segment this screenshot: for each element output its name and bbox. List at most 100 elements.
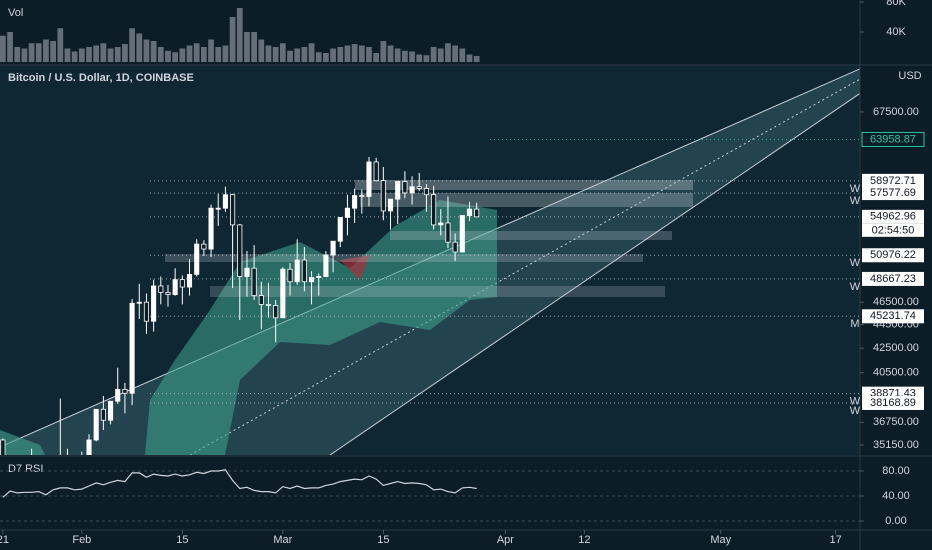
level-box [862, 309, 924, 324]
volume-bar [251, 32, 257, 62]
candle-body [359, 195, 365, 197]
zone [390, 231, 672, 240]
volume-bar [287, 50, 293, 62]
candle-body [423, 188, 429, 196]
volume-bar [21, 48, 28, 62]
candle-body [330, 240, 336, 256]
volume-bar [473, 56, 480, 62]
level-label: 38168.89 [870, 397, 916, 409]
volume-bar [387, 45, 394, 62]
channel-bottom [329, 92, 860, 455]
level-tag: W [850, 405, 861, 417]
volume-bar [222, 45, 229, 62]
candle-body [165, 291, 171, 295]
volume-bar [71, 51, 78, 62]
volume-bar [337, 47, 344, 62]
candle-body [373, 161, 379, 182]
chart-title: Bitcoin / U.S. Dollar, 1D, COINBASE [8, 72, 194, 84]
countdown: 02:54:50 [872, 225, 915, 237]
volume-bar [308, 43, 315, 62]
candle-body [416, 186, 422, 189]
candle-body [280, 268, 286, 319]
x-tick-label: May [710, 534, 731, 546]
volume-bar [366, 47, 372, 62]
candle-body [273, 305, 279, 319]
x-tick-label: 17 [829, 534, 841, 546]
candle-body [287, 268, 293, 283]
candle-body [237, 224, 243, 277]
volume-bar [423, 55, 430, 62]
volume-bar [437, 48, 444, 62]
candle-body [294, 259, 300, 283]
level-label: 63958.87 [870, 133, 916, 145]
volume-bar [466, 54, 473, 62]
volume-bar [258, 39, 265, 62]
candle-body [0, 439, 6, 455]
volume-bar [201, 47, 207, 62]
volume-bar [315, 52, 322, 62]
volume-bar [7, 32, 13, 62]
volume-bar [294, 48, 301, 62]
volume-bar [165, 50, 171, 62]
candle-body [86, 439, 92, 455]
y-tick-label: 42500.00 [873, 342, 919, 354]
level-tag: W [850, 396, 861, 408]
volume-bar [86, 47, 92, 62]
candle-body [100, 408, 106, 421]
drawings [0, 68, 860, 455]
volume-bar [394, 48, 401, 62]
zone [210, 286, 665, 297]
candle-body [244, 267, 250, 277]
candle-body [395, 181, 401, 200]
zone [355, 180, 693, 190]
rsi-title: D7 RSI [8, 463, 43, 475]
level-tag: W [850, 281, 861, 293]
cloud-red [340, 255, 370, 280]
volume-bar [64, 48, 71, 62]
level-box [861, 131, 925, 147]
candle-body [151, 285, 157, 322]
volume-bar [179, 48, 186, 62]
y-tick-label: 40K [886, 26, 906, 38]
volume-bar [402, 50, 408, 62]
level-label: 58972.71 [870, 175, 916, 187]
volume-bar [50, 41, 56, 62]
volume-bar [265, 45, 272, 62]
candle-body [230, 194, 236, 226]
volume-bar [330, 48, 336, 62]
level-label: 57577.69 [870, 187, 916, 199]
candle-body [352, 195, 358, 209]
y-tick-label: 40.00 [882, 490, 910, 502]
candle-body [93, 408, 99, 441]
candle-body [251, 267, 257, 297]
candle-body [194, 243, 200, 275]
volume-title: Vol [8, 7, 23, 19]
candle-body [186, 274, 193, 288]
x-tick-label: Apr [497, 534, 514, 546]
volume-bar [143, 39, 150, 62]
volume-bar [208, 39, 214, 62]
volume-bar [380, 41, 387, 62]
y-tick-label: 40500.00 [873, 367, 919, 379]
rsi [0, 469, 860, 522]
candle-body [201, 243, 207, 250]
level-tag: W [850, 183, 861, 195]
candle-body [107, 400, 114, 421]
volume-bar [150, 41, 157, 62]
volume-bar [78, 48, 85, 62]
rsi-line [2, 469, 477, 498]
candle-body [466, 208, 473, 216]
candle-body [301, 259, 307, 283]
candle-body [258, 295, 264, 305]
volume-bar [193, 43, 200, 62]
candle-body [129, 302, 135, 394]
level-box [862, 248, 924, 263]
candle-body [308, 277, 315, 283]
channel-mid [189, 78, 860, 455]
candle-body [366, 161, 372, 197]
level-tag: W [850, 195, 861, 207]
volume-bar [279, 43, 286, 62]
candle-body [337, 217, 343, 242]
candle-body [122, 388, 128, 394]
volume-bar [445, 43, 451, 62]
